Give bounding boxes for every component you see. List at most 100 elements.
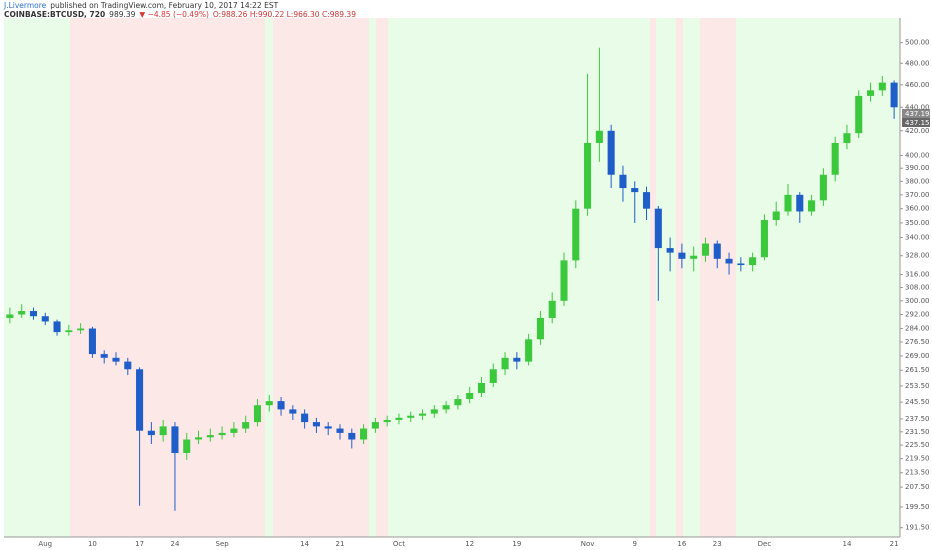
y-tick-label: 480.00 [905, 59, 930, 67]
x-tick-label: 21 [336, 540, 345, 548]
candle-body [713, 243, 721, 259]
candle-body [171, 426, 179, 453]
candle-body [18, 311, 26, 315]
y-tick-label: 340.00 [905, 234, 930, 242]
x-tick-label: Sep [216, 540, 230, 548]
x-tick-label: 12 [465, 540, 474, 548]
candle-body [701, 243, 710, 256]
candle-body [631, 188, 639, 193]
candle-body [760, 220, 768, 258]
x-tick-label: 10 [88, 540, 97, 548]
candle-body [88, 328, 96, 355]
candle-body [843, 133, 851, 143]
x-tick-label: 9 [633, 540, 637, 548]
y-tick-label: 440.00 [905, 103, 930, 111]
candle-body [301, 413, 309, 423]
candle-body [796, 194, 804, 212]
candle-body [418, 413, 427, 416]
candle-body [666, 248, 674, 253]
published: published on TradingView.com, February 1… [50, 1, 279, 10]
x-tick-label: Oct [393, 540, 405, 548]
y-tick-label: 420.00 [905, 127, 930, 135]
candle-body [725, 258, 733, 264]
y-tick-label: 261.50 [905, 366, 930, 374]
candle-body [878, 82, 886, 91]
candle-body [348, 432, 356, 440]
x-tick-label: 17 [135, 540, 144, 548]
y-tick-label: 231.50 [905, 428, 930, 436]
candle-body [112, 357, 120, 362]
y-tick-label: 350.00 [905, 219, 930, 227]
band-red [650, 18, 656, 537]
candle-body [336, 428, 344, 433]
x-tick-label: Nov [581, 540, 595, 548]
y-tick-label: 191.50 [905, 524, 930, 532]
candle-body [642, 192, 651, 209]
y-tick-label: 390.00 [905, 164, 930, 172]
candle-body [454, 399, 462, 406]
band-red [376, 18, 388, 537]
y-tick-label: 199.50 [905, 503, 930, 511]
y-tick-label: 253.50 [905, 382, 930, 390]
candle-body [548, 300, 556, 318]
candle-body [312, 422, 320, 427]
candle-body [619, 174, 627, 189]
x-tick-label: Dec [758, 540, 772, 548]
candle-body [77, 328, 85, 331]
candle-body [737, 263, 745, 266]
candle-body [607, 130, 615, 175]
candle-body [159, 426, 167, 436]
candle-body [819, 174, 827, 201]
band-green [656, 18, 676, 537]
candle-body [29, 311, 38, 317]
candle-body [489, 369, 497, 383]
candle-body [395, 417, 403, 420]
candle-body [855, 95, 863, 134]
y-tick-label: 237.50 [905, 415, 930, 423]
band-green [265, 18, 273, 537]
symbol-line: COINBASE:BTCUSD, 720 989.39 ▼ −4.85 (−0.49… [4, 10, 360, 19]
x-tick-label: 16 [677, 540, 686, 548]
price-label: 437.15 [905, 119, 930, 127]
y-tick-label: 292.00 [905, 310, 930, 318]
x-tick-label: 23 [713, 540, 722, 548]
candle-body [654, 208, 662, 249]
x-tick-label: 14 [300, 540, 309, 548]
band-green [736, 18, 900, 537]
candle-body [430, 409, 438, 414]
band-red [273, 18, 369, 537]
candle-body [265, 401, 273, 406]
y-tick-label: 400.00 [905, 151, 930, 159]
candle-body [784, 194, 792, 212]
candle-body [360, 428, 368, 440]
candle-body [584, 142, 592, 209]
candle-body [218, 432, 226, 436]
candle-body [866, 90, 875, 96]
candle-body [242, 422, 250, 429]
y-tick-label: 380.00 [905, 177, 930, 185]
band-red [700, 18, 736, 537]
candle-body [808, 200, 816, 212]
candle-body [194, 437, 203, 440]
candle-body [100, 354, 108, 358]
candle-body [560, 260, 568, 301]
candle-body [253, 405, 262, 423]
candle-body [890, 82, 898, 108]
candle-body [595, 130, 603, 143]
candle-body [525, 339, 533, 362]
change: ▼ −4.85 (−0.49%) [139, 10, 209, 19]
y-tick-label: 225.50 [905, 441, 930, 449]
candle-body [65, 330, 73, 333]
y-tick-label: 207.50 [905, 483, 930, 491]
y-tick-label: 500.00 [905, 39, 930, 47]
candle-body [289, 409, 297, 414]
candle-body [749, 257, 757, 266]
candle-body [383, 419, 391, 423]
candle-body [572, 208, 580, 261]
candle-body [407, 415, 415, 418]
candle-body [536, 317, 544, 340]
y-tick-label: 284.00 [905, 325, 930, 333]
y-tick-label: 308.00 [905, 284, 930, 292]
